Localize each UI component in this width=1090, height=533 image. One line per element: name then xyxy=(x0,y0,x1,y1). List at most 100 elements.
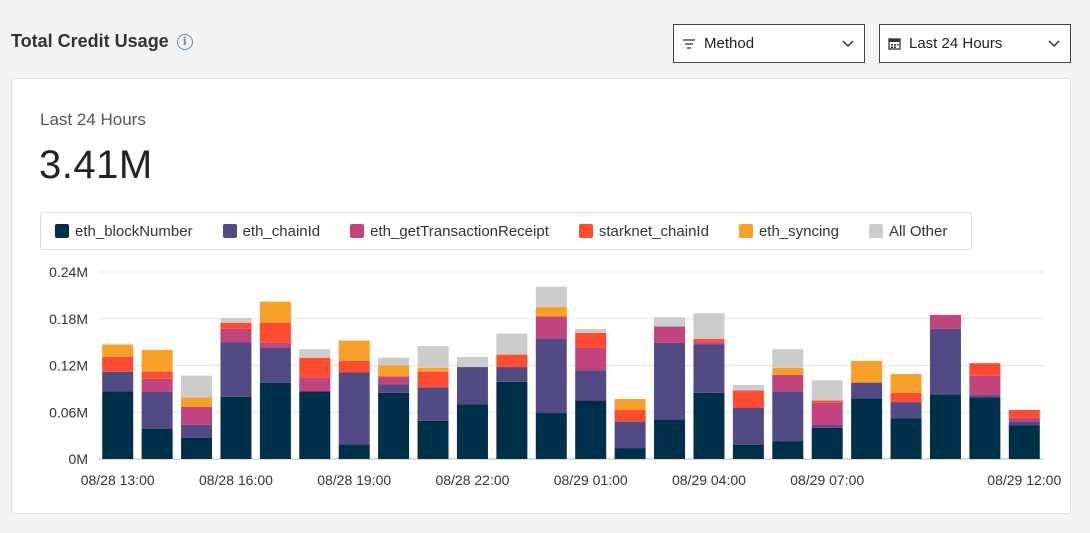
bar-segment xyxy=(772,391,804,442)
bar-segment xyxy=(220,396,252,459)
legend-swatch xyxy=(578,224,593,238)
legend-item-eth-syncing[interactable]: eth_syncing xyxy=(738,223,839,240)
bar-segment xyxy=(575,400,607,459)
x-tick-label: 08/28 22:00 xyxy=(435,472,509,488)
page-title-text: Total Credit Usage xyxy=(11,31,169,51)
x-tick-label: 08/29 04:00 xyxy=(672,472,746,488)
legend-item-eth-chainid[interactable]: eth_chainId xyxy=(222,222,321,240)
x-tick-label: 08/29 12:00 xyxy=(987,472,1061,488)
bar-segment xyxy=(732,444,764,459)
bar-segment xyxy=(259,382,291,459)
legend-swatch xyxy=(222,224,237,238)
calendar-icon xyxy=(888,37,901,50)
info-icon[interactable]: i xyxy=(176,33,193,50)
bar-segment xyxy=(890,392,922,403)
bar-segment xyxy=(456,367,488,405)
bar-segment xyxy=(338,444,370,459)
bar-segment xyxy=(732,407,764,445)
bar-segment xyxy=(811,402,843,426)
bar-segment xyxy=(575,370,607,401)
legend-item-eth-blocknumber[interactable]: eth_blockNumber xyxy=(55,223,193,240)
y-tick-label: 0.12M xyxy=(49,358,88,374)
bar-segment xyxy=(417,371,449,388)
bar-segment xyxy=(102,356,134,372)
time-range-dropdown[interactable]: Last 24 Hours xyxy=(879,24,1071,63)
legend-item-eth-gettransactionreceipt[interactable]: eth_getTransactionReceipt xyxy=(350,223,549,240)
y-tick-label: 0.06M xyxy=(49,404,88,420)
bar-segment xyxy=(141,378,173,392)
bar-segment xyxy=(181,437,213,459)
x-tick-label: 08/28 19:00 xyxy=(317,472,391,488)
bar-segment xyxy=(890,402,922,419)
bar-segment xyxy=(929,328,961,395)
bar-segment xyxy=(614,421,646,449)
bar-segment xyxy=(1008,425,1040,459)
legend-label: eth_blockNumber xyxy=(75,222,193,240)
bar-segment xyxy=(693,344,725,393)
x-tick-label: 08/29 07:00 xyxy=(790,472,864,488)
bar-segment xyxy=(614,399,646,410)
bar-segment xyxy=(811,380,843,401)
bar-segment xyxy=(693,392,725,459)
bar-segment xyxy=(1008,417,1040,422)
bar-segment xyxy=(969,395,1001,398)
x-tick-label: 08/28 13:00 xyxy=(81,472,155,488)
legend-label: eth_getTransactionReceipt xyxy=(370,222,549,240)
legend-item-all-other[interactable]: All Other xyxy=(869,223,947,240)
bar-segment xyxy=(417,420,449,459)
bar-segment xyxy=(851,382,883,399)
legend-label: eth_chainId xyxy=(242,222,321,240)
bar-segment xyxy=(338,372,370,445)
bar-segment xyxy=(220,342,252,397)
bar-segment xyxy=(654,342,686,420)
bar-segment xyxy=(535,338,567,414)
bar-segment xyxy=(614,409,646,422)
y-tick-label: 0M xyxy=(69,451,88,467)
bar-segment xyxy=(535,307,567,317)
bar-segment xyxy=(575,328,607,333)
bar-segment xyxy=(496,381,528,459)
bar-segment xyxy=(732,384,764,391)
method-dropdown-label: Method xyxy=(704,35,755,52)
bar-segment xyxy=(1008,409,1040,418)
bar-segment xyxy=(969,397,1001,459)
bar-segment xyxy=(378,365,410,377)
usage-card: Last 24 Hours 3.41M eth_blockNumber eth_c… xyxy=(11,78,1071,514)
bar-segment xyxy=(102,371,134,392)
legend-item-starknet-chainid[interactable]: starknet_chainId xyxy=(578,223,709,240)
bar-segment xyxy=(378,392,410,459)
bar-segment xyxy=(575,347,607,371)
bar-segment xyxy=(417,346,449,368)
bar-segment xyxy=(851,360,883,383)
bar-segment xyxy=(181,375,213,398)
bar-segment xyxy=(890,418,922,459)
legend-label: All Other xyxy=(889,222,948,240)
bar-segment xyxy=(259,301,291,323)
bar-segment xyxy=(654,419,686,459)
bar-segment xyxy=(496,354,528,368)
method-dropdown[interactable]: Method xyxy=(673,24,865,63)
bar-segment xyxy=(417,367,449,372)
bar-segment xyxy=(969,375,1001,396)
bar-segment xyxy=(772,441,804,459)
bar-segment xyxy=(299,349,331,358)
bar-segment xyxy=(181,406,213,425)
legend-swatch xyxy=(55,224,69,238)
bar-segment xyxy=(851,398,883,459)
bar-segment xyxy=(456,356,488,368)
bar-segment xyxy=(299,357,331,378)
bar-segment xyxy=(772,374,804,392)
bar-segment xyxy=(338,360,370,373)
legend-swatch xyxy=(738,224,753,238)
bar-segment xyxy=(338,340,370,361)
bar-segment xyxy=(378,376,410,385)
bar-segment xyxy=(102,344,134,357)
bar-segment xyxy=(456,404,488,459)
bar-segment xyxy=(929,314,961,329)
bar-segment xyxy=(299,377,331,392)
bar-segment xyxy=(535,286,567,308)
bar-segment xyxy=(496,333,528,355)
chart-legend: eth_blockNumber eth_chainId eth_getTransac… xyxy=(40,212,972,250)
bar-segment xyxy=(811,427,843,459)
bar-segment xyxy=(693,313,725,340)
